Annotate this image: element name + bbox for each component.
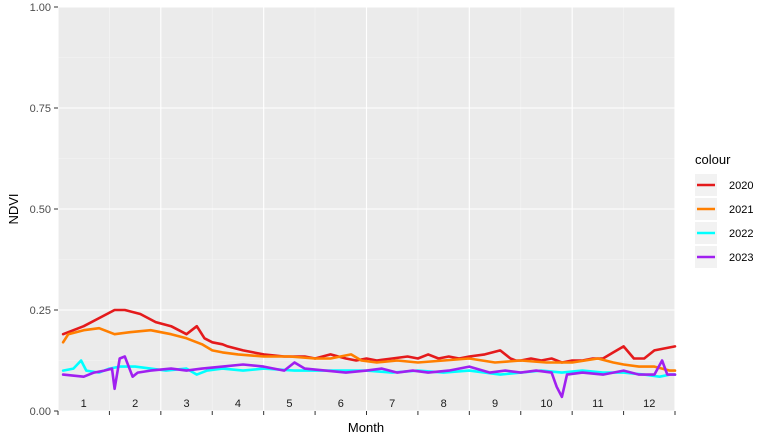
y-tick-label: 0.75 [30, 103, 51, 115]
x-axis-ticks [57, 411, 676, 415]
y-tick-label: 1.00 [30, 2, 51, 14]
series-line-2021 [61, 326, 677, 372]
legend: colour 2020 2021 2022 2023 [695, 152, 753, 268]
series-lines [61, 308, 677, 399]
y-axis-ticks: 0.00 0.25 0.50 0.75 1.00 [30, 2, 58, 418]
month-label: 5 [286, 398, 292, 410]
month-label: 4 [235, 398, 241, 410]
y-tick-label: 0.50 [30, 204, 51, 216]
month-labels: 1 2 3 4 5 6 7 8 9 10 11 12 [81, 398, 656, 410]
month-label: 2 [132, 398, 138, 410]
month-label: 6 [338, 398, 344, 410]
month-label: 8 [441, 398, 447, 410]
legend-label-2020: 2020 [729, 180, 753, 192]
month-label: 10 [540, 398, 552, 410]
legend-items: 2020 2021 2022 2023 [695, 174, 753, 268]
y-axis-title: NDVI [6, 193, 21, 224]
month-label: 12 [643, 398, 655, 410]
month-label: 7 [389, 398, 395, 410]
y-tick-label: 0.00 [30, 406, 51, 418]
month-label: 11 [592, 398, 603, 410]
month-label: 9 [492, 398, 498, 410]
legend-label-2022: 2022 [729, 228, 753, 240]
month-label: 1 [81, 398, 87, 410]
x-axis-title: Month [348, 420, 384, 435]
legend-label-2021: 2021 [729, 204, 753, 216]
month-label: 3 [183, 398, 189, 410]
legend-label-2023: 2023 [729, 252, 753, 264]
legend-title: colour [695, 152, 731, 167]
series-line-2023 [61, 355, 677, 399]
y-tick-label: 0.25 [30, 305, 51, 317]
